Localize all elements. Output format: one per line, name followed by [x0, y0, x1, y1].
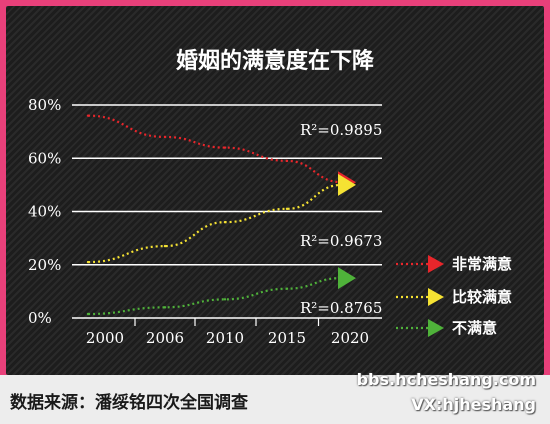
series-point	[285, 159, 289, 163]
grid-lines	[72, 104, 382, 319]
legend-label: 比较满意	[452, 288, 512, 306]
legend-swatch-arrow	[428, 255, 444, 273]
caption-bar	[0, 375, 550, 424]
y-tick-label: 20%	[28, 256, 61, 274]
series-point	[163, 306, 167, 309]
data-source-note: 数据来源：潘绥铭四次全国调查	[10, 393, 248, 413]
series-point	[285, 207, 289, 211]
y-tick-label: 80%	[28, 96, 61, 114]
series-point	[340, 276, 344, 280]
watermark-contact: VX:hjheshang	[411, 395, 536, 414]
legend-swatch-arrow	[428, 319, 444, 337]
x-axis-ticks: 2000 2006 2010 2015 2020	[86, 318, 369, 347]
series-point	[285, 287, 289, 290]
legend-label: 不满意	[452, 319, 497, 337]
series-point	[163, 135, 167, 139]
r2-label: R²=0.9895	[300, 121, 382, 139]
legend-swatch-arrow	[428, 288, 444, 306]
x-tick-label: 2000	[86, 329, 124, 347]
series-arrowhead	[338, 267, 356, 290]
r2-label: R²=0.8765	[300, 299, 382, 317]
series-point	[340, 183, 344, 187]
series-point	[223, 220, 227, 224]
series-lines	[86, 114, 356, 316]
y-tick-label: 60%	[28, 149, 61, 167]
series-point	[86, 114, 90, 117]
x-tick-label: 2020	[331, 329, 369, 347]
watermark-site: bbs.hcheshang.com	[356, 370, 536, 389]
x-tick-label: 2015	[268, 329, 306, 347]
y-tick-label: 40%	[28, 203, 61, 221]
series-point	[223, 146, 227, 149]
x-tick-label: 2010	[206, 329, 244, 347]
r2-label: R²=0.9673	[300, 232, 382, 250]
series-point	[163, 244, 167, 248]
series-line	[87, 183, 343, 264]
series-point	[86, 312, 90, 316]
series-arrowhead	[338, 173, 356, 196]
y-tick-label: 0%	[28, 309, 52, 327]
y-axis-ticks: 0% 20% 40% 60% 80%	[28, 96, 61, 327]
series-point	[223, 298, 227, 301]
series-point	[86, 260, 90, 264]
x-tick-label: 2006	[146, 329, 184, 347]
chart-panel	[6, 6, 544, 375]
legend-label: 非常满意	[452, 255, 512, 273]
series-line	[87, 114, 343, 184]
chart-title: 婚姻的满意度在下降	[176, 48, 375, 74]
r2-labels: R²=0.9895 R²=0.9673 R²=0.8765	[300, 121, 382, 317]
